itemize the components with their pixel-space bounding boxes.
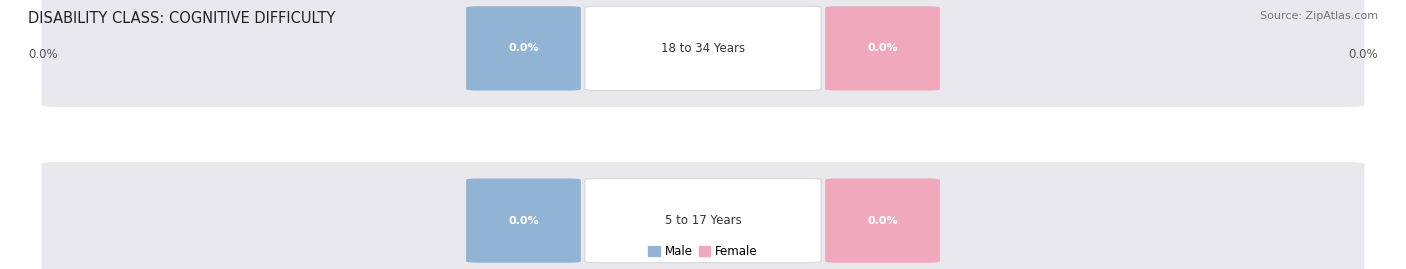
- FancyBboxPatch shape: [42, 162, 1364, 269]
- Text: DISABILITY CLASS: COGNITIVE DIFFICULTY: DISABILITY CLASS: COGNITIVE DIFFICULTY: [28, 11, 336, 26]
- Text: 0.0%: 0.0%: [868, 43, 898, 54]
- FancyBboxPatch shape: [825, 6, 939, 91]
- Text: 18 to 34 Years: 18 to 34 Years: [661, 42, 745, 55]
- FancyBboxPatch shape: [42, 0, 1364, 107]
- Text: 0.0%: 0.0%: [1348, 48, 1378, 61]
- FancyBboxPatch shape: [825, 178, 939, 263]
- Text: Source: ZipAtlas.com: Source: ZipAtlas.com: [1260, 11, 1378, 21]
- FancyBboxPatch shape: [467, 6, 581, 91]
- FancyBboxPatch shape: [585, 6, 821, 91]
- Text: 5 to 17 Years: 5 to 17 Years: [665, 214, 741, 227]
- Text: 0.0%: 0.0%: [28, 48, 58, 61]
- Text: 0.0%: 0.0%: [508, 43, 538, 54]
- Legend: Male, Female: Male, Female: [644, 240, 762, 263]
- Text: 0.0%: 0.0%: [868, 215, 898, 226]
- FancyBboxPatch shape: [585, 178, 821, 263]
- FancyBboxPatch shape: [467, 178, 581, 263]
- Text: 0.0%: 0.0%: [508, 215, 538, 226]
